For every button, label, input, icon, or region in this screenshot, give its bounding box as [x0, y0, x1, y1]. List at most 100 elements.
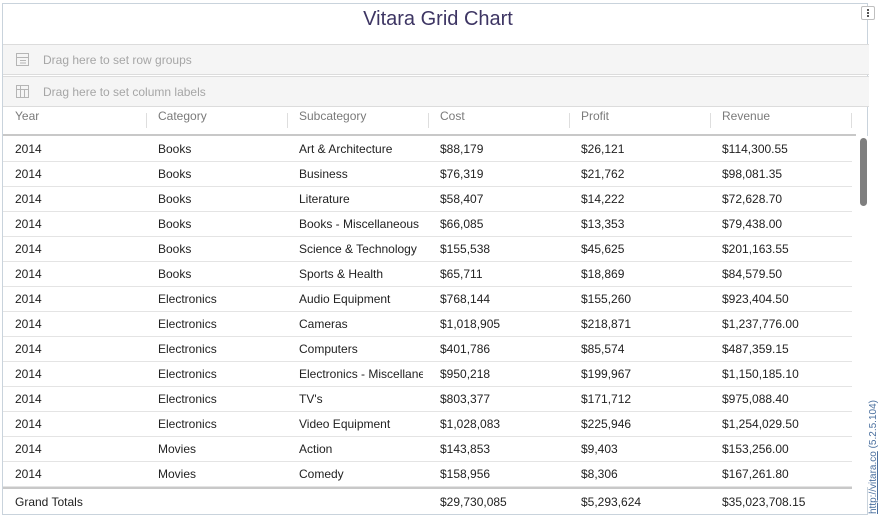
table-row[interactable]: 2014 Books Art & Architecture $88,179 $2…: [3, 137, 852, 162]
vertical-dots-icon: [867, 9, 869, 11]
cell-subcategory: Audio Equipment: [299, 292, 391, 306]
cell-category: Electronics: [158, 317, 217, 331]
cell-subcategory: Cameras: [299, 317, 348, 331]
cell-year: 2014: [15, 142, 42, 156]
cell-subcategory: Comedy: [299, 467, 344, 481]
column-separator[interactable]: [287, 113, 288, 128]
cell-category: Electronics: [158, 367, 217, 381]
cell-subcategory: Computers: [299, 342, 358, 356]
cell-revenue: $72,628.70: [722, 192, 783, 206]
cell-cost: $65,711: [440, 267, 483, 281]
column-header-cost[interactable]: Cost: [440, 109, 465, 123]
row-groups-dropzone[interactable]: Drag here to set row groups: [3, 44, 869, 75]
version-label: (5.2.5.104): [868, 400, 879, 449]
cell-revenue: $153,256.00: [722, 442, 789, 456]
cell-subcategory: Science & Technology: [299, 242, 417, 256]
cell-profit: $225,946: [581, 417, 632, 431]
cell-category: Electronics: [158, 392, 217, 406]
table-row[interactable]: 2014 Books Business $76,319 $21,762 $98,…: [3, 162, 852, 187]
table-row[interactable]: 2014 Books Books - Miscellaneous $66,085…: [3, 212, 852, 237]
cell-profit: $9,403: [581, 442, 618, 456]
cell-subcategory: Action: [299, 442, 333, 456]
table-row[interactable]: 2014 Books Science & Technology $155,538…: [3, 237, 852, 262]
cell-subcategory: Electronics - Miscellaneous: [299, 367, 423, 381]
cell-category: Movies: [158, 467, 197, 481]
cell-year: 2014: [15, 217, 42, 231]
cell-year: 2014: [15, 292, 42, 306]
cell-cost: $155,538: [440, 242, 491, 256]
cell-revenue: $167,261.80: [722, 467, 789, 481]
cell-subcategory: Video Equipment: [299, 417, 391, 431]
row-groups-placeholder: Drag here to set row groups: [43, 53, 192, 67]
column-separator[interactable]: [710, 113, 711, 128]
cell-year: 2014: [15, 367, 42, 381]
column-header-subcategory[interactable]: Subcategory: [299, 109, 367, 123]
cell-cost: $950,218: [440, 367, 491, 381]
vitara-link[interactable]: http://vitara.co: [868, 451, 879, 514]
table-row[interactable]: 2014 Books Sports & Health $65,711 $18,8…: [3, 262, 852, 287]
table-row[interactable]: 2014 Electronics Computers $401,786 $85,…: [3, 337, 852, 362]
cell-cost: $76,319: [440, 167, 484, 181]
cell-year: 2014: [15, 417, 42, 431]
cell-category: Books: [158, 242, 192, 256]
column-header-profit[interactable]: Profit: [581, 109, 610, 123]
cell-category: Books: [158, 192, 192, 206]
cell-cost: $66,085: [440, 217, 484, 231]
total-revenue: $35,023,708.15: [722, 495, 806, 509]
column-labels-dropzone[interactable]: Drag here to set column labels: [3, 76, 869, 107]
cell-profit: $45,625: [581, 242, 625, 256]
chart-menu-button[interactable]: [861, 6, 875, 20]
vertical-scrollbar[interactable]: [858, 136, 868, 487]
column-separator[interactable]: [428, 113, 429, 128]
cell-profit: $21,762: [581, 167, 625, 181]
table-row[interactable]: 2014 Movies Comedy $158,956 $8,306 $167,…: [3, 462, 852, 487]
cell-profit: $218,871: [581, 317, 632, 331]
column-header-revenue[interactable]: Revenue: [722, 109, 771, 123]
column-separator[interactable]: [146, 113, 147, 128]
cell-category: Books: [158, 267, 192, 281]
cell-subcategory: Business: [299, 167, 348, 181]
chart-title: Vitara Grid Chart: [363, 8, 513, 30]
cell-revenue: $1,254,029.50: [722, 417, 799, 431]
cell-revenue: $1,237,776.00: [722, 317, 799, 331]
cell-category: Movies: [158, 442, 197, 456]
cell-year: 2014: [15, 317, 42, 331]
column-header-year[interactable]: Year: [15, 109, 40, 123]
total-cost: $29,730,085: [440, 495, 507, 509]
scrollbar-thumb[interactable]: [860, 138, 867, 206]
column-separator[interactable]: [569, 113, 570, 128]
table-row[interactable]: 2014 Books Literature $58,407 $14,222 $7…: [3, 187, 852, 212]
column-separator[interactable]: [851, 113, 852, 128]
cell-cost: $143,853: [440, 442, 491, 456]
table-row[interactable]: 2014 Electronics TV's $803,377 $171,712 …: [3, 387, 852, 412]
cell-cost: $1,018,905: [440, 317, 501, 331]
total-profit: $5,293,624: [581, 495, 642, 509]
cell-year: 2014: [15, 267, 42, 281]
cell-cost: $803,377: [440, 392, 491, 406]
cell-revenue: $1,150,185.10: [722, 367, 799, 381]
column-labels-icon: [16, 85, 29, 98]
column-header-category[interactable]: Category: [158, 109, 207, 123]
cell-cost: $158,956: [440, 467, 491, 481]
vitara-watermark: http://vitara.co (5.2.5.104): [868, 400, 879, 514]
table-row[interactable]: 2014 Electronics Video Equipment $1,028,…: [3, 412, 852, 437]
cell-profit: $171,712: [581, 392, 632, 406]
cell-subcategory: Books - Miscellaneous: [299, 217, 420, 231]
cell-revenue: $201,163.55: [722, 242, 789, 256]
cell-cost: $88,179: [440, 142, 484, 156]
cell-revenue: $79,438.00: [722, 217, 783, 231]
cell-profit: $13,353: [581, 217, 625, 231]
table-row[interactable]: 2014 Electronics Electronics - Miscellan…: [3, 362, 852, 387]
grand-totals-label: Grand Totals: [15, 495, 83, 509]
cell-category: Books: [158, 142, 192, 156]
cell-year: 2014: [15, 167, 42, 181]
grid-body: 2014 Books Art & Architecture $88,179 $2…: [3, 137, 856, 487]
table-row[interactable]: 2014 Movies Action $143,853 $9,403 $153,…: [3, 437, 852, 462]
table-row[interactable]: 2014 Electronics Audio Equipment $768,14…: [3, 287, 852, 312]
cell-cost: $58,407: [440, 192, 484, 206]
table-row[interactable]: 2014 Electronics Cameras $1,018,905 $218…: [3, 312, 852, 337]
cell-profit: $85,574: [581, 342, 625, 356]
cell-subcategory: Art & Architecture: [299, 142, 393, 156]
cell-category: Books: [158, 217, 192, 231]
cell-category: Electronics: [158, 292, 217, 306]
